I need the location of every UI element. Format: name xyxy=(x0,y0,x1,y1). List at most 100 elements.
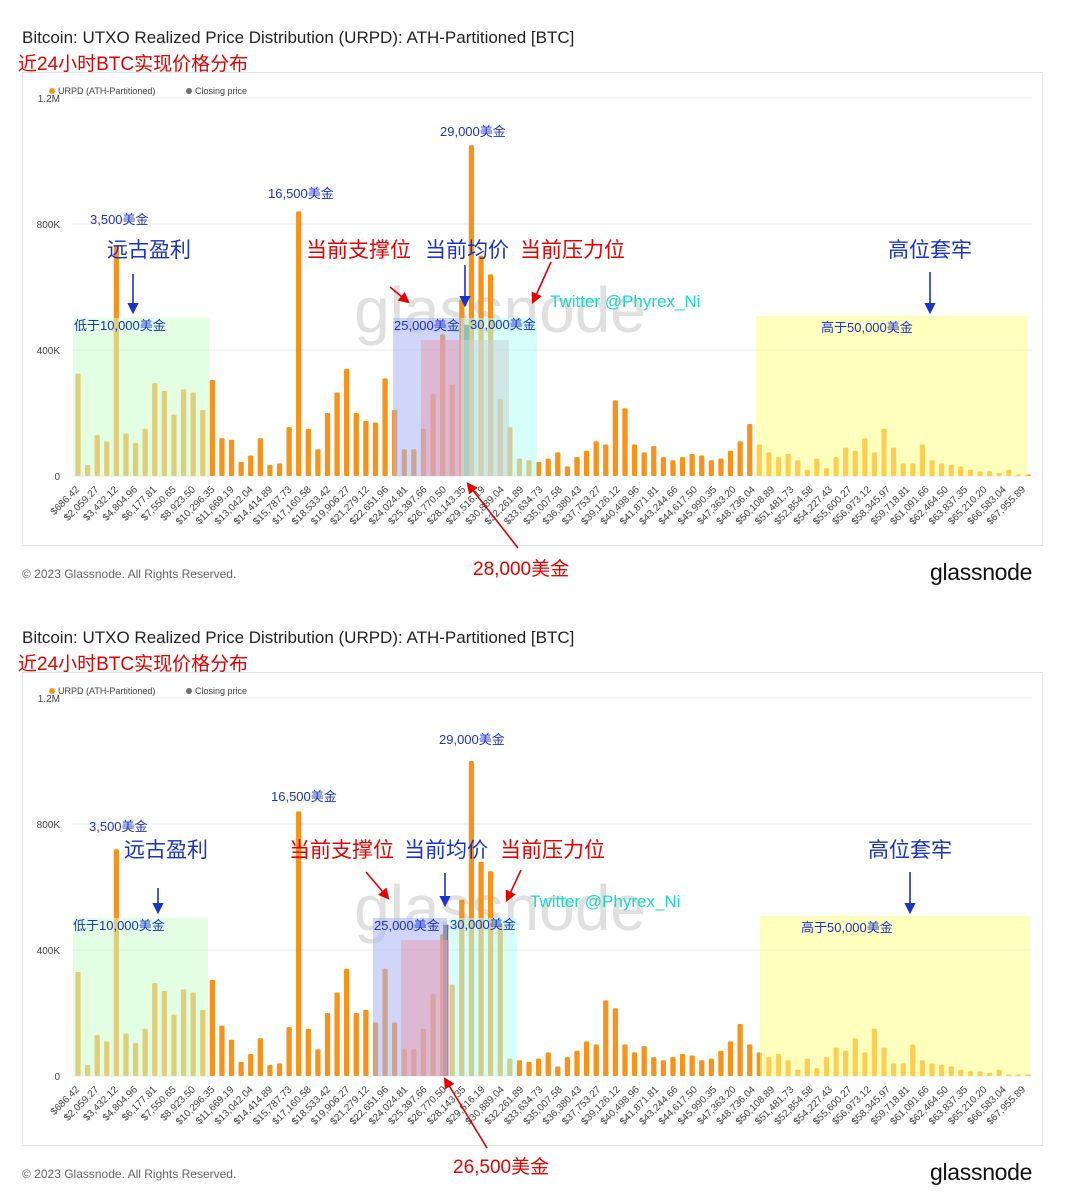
annotation-arrow xyxy=(466,482,519,549)
annotation-ancient-profit: 远古盈利 xyxy=(107,239,191,262)
x-axis: $686.42$2,059.27$3,432.12$4,804.96$6,177… xyxy=(49,1084,1029,1127)
urpd-bar xyxy=(564,466,571,476)
cyan-zone xyxy=(461,318,537,476)
annotation-zone-30k: 30,000美金 xyxy=(450,917,516,932)
legend-label-closing: Closing price xyxy=(195,86,247,96)
annotation-arrows xyxy=(127,261,936,549)
urpd-bar xyxy=(651,1057,657,1076)
annotation-zone-30k: 30,000美金 xyxy=(470,317,536,332)
annotation-peak-29000: 29,000美金 xyxy=(440,124,506,139)
chart-frame xyxy=(22,672,1043,1146)
urpd-bar xyxy=(363,420,369,476)
urpd-bar xyxy=(315,1049,321,1076)
yellow-zone xyxy=(756,316,1028,476)
urpd-bar xyxy=(248,1053,254,1076)
y-tick-label: 0 xyxy=(54,472,60,483)
urpd-bar xyxy=(727,1041,734,1076)
urpd-bar xyxy=(324,413,331,476)
urpd-bar xyxy=(286,427,292,476)
urpd-bar xyxy=(353,413,359,476)
chart-panel-top: Bitcoin: UTXO Realized Price Distributio… xyxy=(18,28,1043,585)
copyright: © 2023 Glassnode. All Rights Reserved. xyxy=(22,567,237,581)
urpd-bar xyxy=(708,460,714,476)
urpd-bar xyxy=(516,1060,523,1076)
annotation-resistance: 当前压力位 xyxy=(500,839,605,862)
urpd-bar xyxy=(353,1013,359,1076)
legend: URPD (ATH-Partitioned) Closing price xyxy=(49,686,247,696)
y-tick-label: 1.2M xyxy=(38,94,60,105)
urpd-bar xyxy=(727,450,734,476)
annotation-trapped: 高位套牢 xyxy=(868,839,952,862)
urpd-bar xyxy=(574,457,580,476)
urpd-bar xyxy=(305,1028,311,1076)
urpd-bar xyxy=(622,408,628,476)
annotation-average: 当前均价 xyxy=(404,839,488,862)
urpd-bar xyxy=(276,1063,283,1076)
urpd-bar xyxy=(228,439,235,476)
annotation-arrow xyxy=(389,286,410,304)
urpd-bar xyxy=(257,438,263,476)
urpd-bar xyxy=(670,1057,676,1076)
urpd-bar xyxy=(267,1064,273,1076)
urpd-bar xyxy=(699,1060,705,1076)
annotation-arrows xyxy=(152,869,916,1149)
urpd-bar xyxy=(718,1050,724,1076)
urpd-bar xyxy=(555,1066,561,1076)
legend-swatch-urpd xyxy=(49,88,55,94)
urpd-bar xyxy=(209,379,215,476)
urpd-bar xyxy=(219,438,225,476)
annotation-peak-3500: 3,500美金 xyxy=(89,819,148,834)
glassnode-logo: glassnode xyxy=(930,559,1033,585)
urpd-bar xyxy=(689,1055,695,1076)
annotation-support: 当前支撑位 xyxy=(289,839,394,862)
annotation-peak-16500: 16,500美金 xyxy=(271,789,337,804)
annotation-twitter: Twitter @Phyrex_Ni xyxy=(550,292,700,311)
urpd-bar xyxy=(641,452,647,476)
urpd-bar xyxy=(248,455,254,476)
urpd-bar xyxy=(631,444,638,476)
urpd-bar xyxy=(583,1041,590,1076)
annotation-arrow xyxy=(531,261,552,305)
legend-swatch-urpd xyxy=(49,688,55,694)
urpd-bar xyxy=(679,457,686,476)
annotation-zone-25k: 25,000美金 xyxy=(374,918,440,933)
y-tick-label: 400K xyxy=(37,346,61,357)
annotation-below-10k: 低于10,000美金 xyxy=(73,918,165,933)
urpd-bar xyxy=(718,458,724,476)
highlight-zones xyxy=(73,316,1028,476)
urpd-bar xyxy=(344,368,350,476)
legend-label-closing: Closing price xyxy=(195,686,247,696)
urpd-bar xyxy=(296,811,302,1076)
annotation-peak-3500: 3,500美金 xyxy=(90,212,149,227)
urpd-bar xyxy=(612,400,619,476)
legend-label-urpd: URPD (ATH-Partitioned) xyxy=(58,86,155,96)
yellow-zone xyxy=(760,916,1030,1076)
y-tick-label: 400K xyxy=(37,946,61,957)
annotation-twitter: Twitter @Phyrex_Ni xyxy=(530,892,680,911)
green-zone xyxy=(73,318,209,476)
green-zone xyxy=(73,918,208,1076)
urpd-bar xyxy=(583,450,590,476)
annotation-ancient-profit: 远古盈利 xyxy=(124,839,208,862)
urpd-bar xyxy=(344,968,350,1076)
annotation-above-50k: 高于50,000美金 xyxy=(801,920,893,935)
urpd-bar xyxy=(679,1053,686,1076)
urpd-bar xyxy=(219,1025,225,1076)
annotation-price-marker: 26,500美金 xyxy=(453,1156,549,1178)
annotation-peak-29000: 29,000美金 xyxy=(439,732,505,747)
legend-label-urpd: URPD (ATH-Partitioned) xyxy=(58,686,155,696)
annotation-trapped: 高位套牢 xyxy=(888,239,972,262)
urpd-bar xyxy=(257,1038,263,1076)
urpd-bar xyxy=(737,441,743,476)
urpd-bar xyxy=(612,1008,619,1076)
urpd-bar xyxy=(372,422,379,476)
urpd-bar xyxy=(622,1044,628,1076)
urpd-bar xyxy=(526,1061,532,1076)
annotation-arrow xyxy=(443,1077,488,1149)
annotation-arrow xyxy=(505,869,522,903)
urpd-bar xyxy=(228,1039,235,1076)
urpd-bar xyxy=(699,455,705,476)
